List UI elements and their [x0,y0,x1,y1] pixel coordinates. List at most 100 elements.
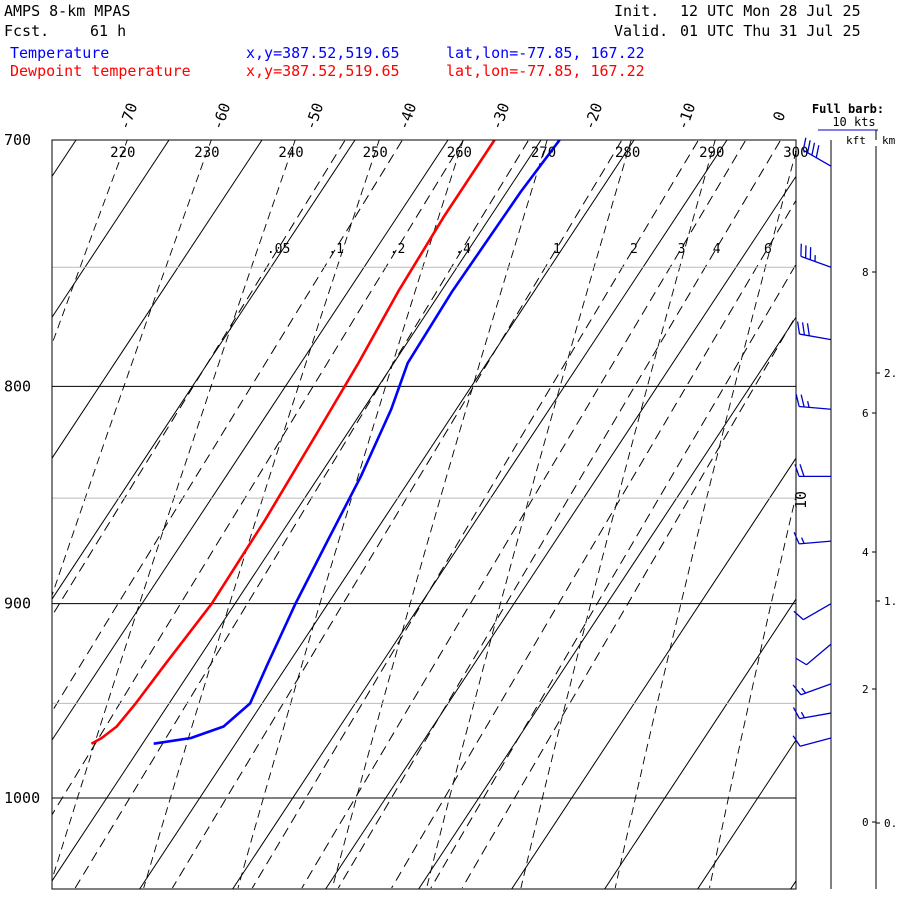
mixing-ratio-label: 6 [764,242,772,257]
kft-tick-label: 2 [862,683,869,696]
wind-barb-flag [800,394,805,408]
isotherm-line [52,140,542,882]
mixing-ratio-label: .4 [455,242,471,257]
wind-barb-flag [795,394,800,407]
legend-temperature-label: Temperature [10,44,110,62]
plot-frame [51,139,797,890]
pressure-tick-label: 800 [4,377,31,395]
wind-barb-half-flag [800,537,805,544]
wind-barb-flag [792,735,801,747]
wind-barb-staff [799,540,832,545]
isotherm-line [604,598,796,889]
kft-tick-label: 0 [862,816,869,829]
wind-barb-flag [799,464,805,477]
init-time: 12 UTC Mon 28 Jul 25 [680,2,861,20]
wind-note-label: 10 [792,491,810,509]
wind-barb [795,394,832,410]
km-label: km [882,134,896,147]
wind-barb [794,464,831,477]
wind-barb-flag [801,322,806,336]
wind-barb [795,643,832,666]
kft-label: kft [846,134,866,147]
forecast-label: Fcst. [4,22,50,40]
legend-dewpoint-label: Dewpoint temperature [10,62,191,80]
isotherm-line [511,457,796,889]
pressure-tick-label: 700 [4,131,31,149]
kft-tick-label: 6 [862,407,869,420]
barb-legend-line2: 10 kts [832,115,875,129]
wind-barb [792,683,832,696]
temperature-axis-label: -60 [208,100,234,132]
valid-time: 01 UTC Thu 31 Jul 25 [680,22,861,40]
temperature-axis-label: -70 [115,100,141,132]
wind-barb-flag [792,707,801,719]
isotherm-line [52,140,170,319]
isotherm-line [52,140,449,741]
wind-barb-staff [799,333,832,341]
isotherm-line [697,739,796,889]
mixing-ratio-label: .2 [390,242,406,257]
isotherm-line [325,175,796,889]
wind-barb-flag [793,532,800,545]
dry-adiabat-line [804,114,900,889]
dry-adiabat-label: 290 [699,145,724,161]
pressure-tick-label: 900 [4,595,31,613]
mixing-ratio-line [301,140,747,889]
model-title: AMPS 8-km MPAS [4,2,131,20]
forecast-hours: 61 h [90,22,127,40]
mixing-ratio-label: 3 [678,242,686,257]
dry-adiabat-line [143,140,380,889]
dry-adiabat-line [614,149,796,889]
temperature-axis-label: -50 [301,100,327,132]
temperature-axis-label: -10 [673,100,699,132]
mixing-ratio-line [430,263,796,889]
dry-adiabat-label: 260 [447,145,472,161]
mixing-ratio-line [461,314,796,889]
wind-barb-flag [795,657,807,666]
mixing-ratio-line [171,140,623,889]
dry-adiabat-label: 280 [615,145,640,161]
isotherm-line [418,316,796,889]
mixing-ratio-label: 1 [553,242,561,257]
mixing-ratio-label: 2 [630,242,638,257]
mixing-ratio-line [251,140,700,889]
wind-barb [802,137,832,167]
wind-barb-flag [794,464,800,477]
mixing-ratio-label: .1 [328,242,344,257]
wind-barb-half-flag [806,401,810,408]
dewpoint-profile-line [90,140,496,745]
km-tick-label: 0. [884,817,897,830]
wind-barb-staff [802,603,832,621]
isotherm-line [52,140,356,600]
wind-barb [792,735,832,747]
valid-label: Valid. [614,22,669,40]
mixing-ratio-label: .05 [267,242,290,257]
dry-adiabat-label: 300 [783,145,808,161]
dry-adiabat-line [426,140,632,889]
legend-dewpoint-latlon: lat,lon=-77.85, 167.22 [446,62,645,80]
wind-barb-flag [806,323,810,336]
pressure-tick-label: 1000 [4,789,40,807]
wind-barb-flag [806,140,811,153]
isotherm-line [139,140,635,889]
temperature-axis-label: -20 [580,100,606,132]
wind-barb [792,707,832,720]
dry-adiabat-line [52,140,212,597]
km-tick-label: 2. [884,367,897,380]
wind-barb-flag [811,142,816,156]
wind-barb [796,321,832,341]
temperature-axis-label: 0 [769,109,789,124]
legend-temperature-xy: x,y=387.52,519.65 [246,44,400,62]
isotherm-line [790,880,796,889]
wind-barb-flag [815,145,820,158]
wind-barb-staff [806,643,832,666]
temperature-axis-label: -40 [394,100,420,132]
init-label: Init. [614,2,660,20]
isotherm-line [52,140,77,178]
dry-adiabat-line [0,114,54,889]
wind-barb-staff [799,712,832,720]
wind-barb [793,603,832,621]
wind-barb-staff [800,683,832,696]
